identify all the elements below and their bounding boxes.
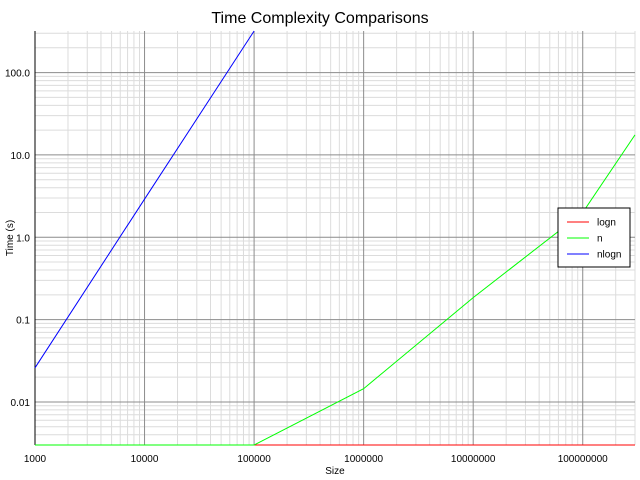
x-tick-label: 1000 (24, 454, 47, 465)
y-tick-label: 10.0 (11, 151, 31, 162)
series-line-n (35, 134, 636, 446)
legend-label-n: n (597, 234, 603, 245)
legend-label-nlogn: nlogn (597, 250, 621, 261)
y-tick-label: 1.0 (16, 233, 30, 244)
y-tick-label: 0.01 (11, 398, 31, 409)
series-line-nlogn (34, 30, 255, 369)
y-tick-labels: 0.01 0.1 1.0 10.0 100.0 (5, 69, 30, 409)
x-tick-labels: 1000 10000 100000 1000000 10000000 100000000 (24, 454, 608, 465)
series-lines (34, 30, 636, 446)
minor-gridlines (35, 31, 636, 446)
x-axis-label: Size (325, 466, 345, 477)
y-axis-label: Time (s) (5, 220, 16, 256)
chart-title: Time Complexity Comparisons (211, 10, 428, 27)
x-tick-label: 100000 (237, 454, 271, 465)
x-tick-label: 1000000 (344, 454, 383, 465)
x-tick-label: 10000000 (451, 454, 496, 465)
legend-label-logn: logn (597, 218, 616, 229)
x-tick-label: 10000 (131, 454, 159, 465)
y-tick-label: 100.0 (5, 69, 30, 80)
major-gridlines (34, 31, 635, 445)
legend: logn n nlogn (557, 207, 631, 268)
y-tick-label: 0.1 (16, 316, 30, 327)
x-tick-label: 100000000 (558, 454, 608, 465)
